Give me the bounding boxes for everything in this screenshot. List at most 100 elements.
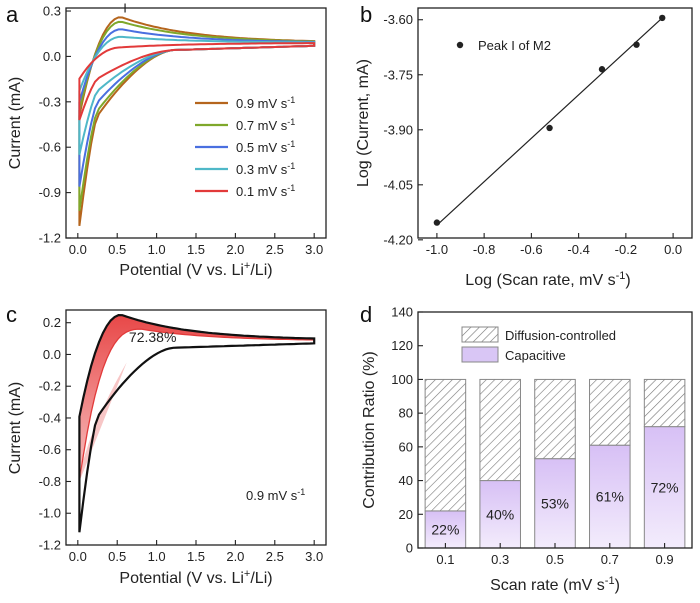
c-xtick-label: 2.0 [226, 549, 244, 564]
ylabel-d: Contribution Ratio (%) [361, 351, 378, 508]
c-ytick-label: -0.8 [39, 474, 61, 489]
legend-sup: -1 [287, 117, 295, 127]
d-xtick-label: 0.7 [601, 552, 619, 567]
bar-label-2: 53% [541, 495, 569, 511]
capacitive-curve [78, 328, 315, 482]
c-ytick-label: 0.0 [43, 347, 61, 362]
a-ytick-label: -1.2 [39, 231, 61, 246]
b-xtick-label: -1.0 [426, 242, 448, 257]
b-ytick-label: -4.20 [383, 232, 413, 247]
legend-label-3: 0.3 mV s-1 [236, 161, 295, 177]
scan-rate-label: 0.9 mV s-1 [246, 487, 305, 503]
chart-b: -1.0 -0.8 -0.6 -0.4 -0.2 0.0 -4.20 -4.05 -3.90 -3… [355, 7, 693, 289]
panel-label-c: c [6, 302, 17, 327]
bar-label-3: 61% [596, 489, 624, 505]
a-ytick-label: -0.3 [39, 94, 61, 109]
d-ytick-label: 80 [399, 406, 413, 421]
c-ytick-label: 0.2 [43, 315, 61, 330]
capacitive-area [79, 315, 315, 482]
b-ytick-label: -4.05 [383, 177, 413, 192]
c-xtick-label: 1.5 [187, 549, 205, 564]
data-point-0 [433, 219, 441, 226]
b-ytick-label: -3.90 [383, 122, 413, 137]
d-xtick-label: 0.5 [546, 552, 564, 567]
legend-label-capacitive: Capacitive [505, 348, 566, 363]
percent-annotation: 72.38% [129, 329, 176, 345]
legend-sup: -1 [287, 161, 295, 171]
data-point-2 [598, 66, 606, 73]
d-ytick-label: 40 [399, 473, 413, 488]
b-xtick-label: 0.0 [664, 242, 682, 257]
c-xtick-label: 3.0 [305, 549, 323, 564]
d-xtick-label: 0.1 [436, 552, 454, 567]
a-ytick-label: -0.6 [39, 140, 61, 155]
tail: /Li) [250, 570, 272, 587]
peak-annotation: I [123, 1, 127, 16]
tail: ) [615, 577, 620, 594]
chart-c: 0.0 0.5 1.0 1.5 2.0 2.5 3.0 -1.2 -1.0 -0.8 -0.6 -0.… [7, 309, 327, 587]
cv-curve-4 [78, 42, 316, 121]
xlabel-d: Scan rate (mV s-1) [490, 575, 620, 594]
bar-diffusion-2 [534, 378, 576, 460]
c-xtick-label: 2.5 [266, 549, 284, 564]
legend-label: Peak I of M2 [478, 38, 551, 53]
a-xtick-label: 1.0 [148, 242, 166, 257]
a-ytick-label: 0.0 [43, 49, 61, 64]
b-ytick-label: -3.75 [383, 67, 413, 82]
chart-a: 0.0 0.5 1.0 1.5 2.0 2.5 3.0 -1.2 -0.9 -0.6 -0.3 0.0… [7, 1, 327, 279]
c-ytick-label: -0.4 [39, 410, 61, 425]
bar-label-0: 22% [431, 521, 459, 537]
a-ytick-label: -0.9 [39, 185, 61, 200]
cv-curve-total [78, 313, 316, 533]
xlabel-a: Potential (V vs. Li+/Li) [119, 260, 272, 279]
bar-diffusion-3 [589, 378, 631, 446]
legend-swatch-diffusion [461, 326, 499, 343]
bar-diffusion-1 [479, 378, 521, 482]
b-xtick-label: -0.2 [615, 242, 637, 257]
legend-label-2: 0.5 mV s-1 [236, 139, 295, 155]
tail: ) [625, 272, 630, 289]
sup: -1 [605, 575, 615, 587]
legend-sup: -1 [287, 139, 295, 149]
legend-label-0: 0.9 mV s-1 [236, 95, 295, 111]
b-xtick-label: -0.6 [520, 242, 542, 257]
d-ytick-label: 100 [391, 372, 413, 387]
d-ytick-label: 60 [399, 439, 413, 454]
c-ytick-label: -1.0 [39, 506, 61, 521]
bar-capacitive-3 [589, 444, 631, 549]
xlabel-b: Log (Scan rate, mV s-1) [465, 270, 630, 289]
bar-label-4: 72% [651, 479, 679, 495]
b-xtick-label: -0.4 [567, 242, 589, 257]
c-ytick-label: -0.6 [39, 442, 61, 457]
chart-d: 22% 0.1 40% 0.3 53% 0.5 61% 0.7 72% 0.9 0 20 40 60 80 1… [361, 305, 693, 594]
legend-label-4: 0.1 mV s-1 [236, 183, 295, 199]
tail: /Li) [250, 262, 272, 279]
a-ytick-label: 0.3 [43, 4, 61, 19]
panel-label-a: a [6, 2, 19, 27]
sup: -1 [297, 487, 305, 497]
a-xtick-label: 2.0 [226, 242, 244, 257]
b-xtick-label: -0.8 [473, 242, 495, 257]
c-xtick-label: 0.0 [69, 549, 87, 564]
fit-line [436, 17, 663, 226]
sup: + [244, 568, 250, 580]
b-ytick-label: -3.60 [383, 12, 413, 27]
legend-label-diffusion: Diffusion-controlled [505, 328, 616, 343]
bar-capacitive-4 [643, 426, 686, 549]
a-xtick-label: 3.0 [305, 242, 323, 257]
data-point-3 [633, 41, 640, 48]
d-ytick-label: 20 [399, 507, 413, 522]
bar-capacitive-2 [534, 458, 576, 549]
a-xtick-label: 0.5 [108, 242, 126, 257]
legend-sup: -1 [287, 183, 295, 193]
panel-label-b: b [360, 2, 372, 27]
sup: -1 [616, 270, 626, 282]
legend-swatch-capacitive [461, 346, 499, 363]
data-point-4 [659, 14, 666, 22]
a-xtick-label: 0.0 [69, 242, 87, 257]
ylabel-c: Current (mA) [7, 382, 24, 474]
panel-label-d: d [360, 302, 372, 327]
c-ytick-label: -0.2 [39, 379, 61, 394]
b-frame [417, 7, 693, 239]
